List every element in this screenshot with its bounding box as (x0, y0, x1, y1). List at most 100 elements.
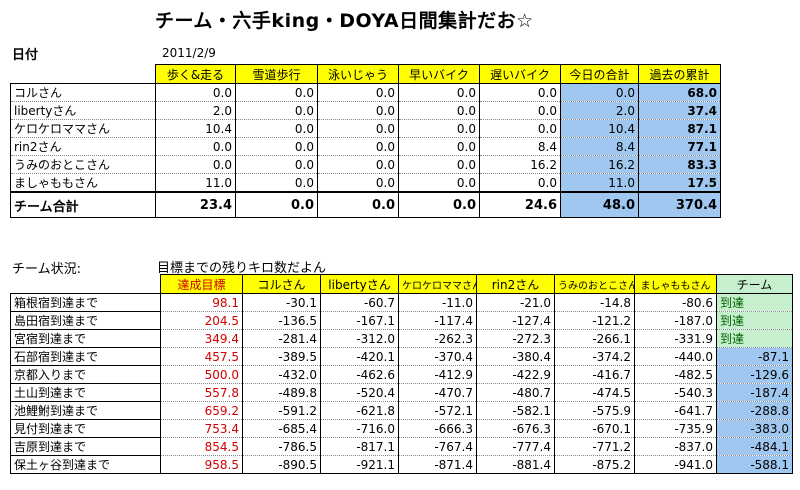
remaining-value: -591.2 (242, 401, 321, 420)
column-header: rin2さん (476, 274, 555, 294)
distance-value: 0.0 (155, 83, 236, 102)
remaining-value: -474.5 (554, 383, 635, 402)
distance-value: 8.4 (479, 137, 561, 156)
table-row: ケロケロママさん 10.4 0.0 0.0 0.0 0.0 10.4 87.1 (10, 119, 721, 138)
distance-value: 0.0 (479, 101, 561, 120)
total-row: チーム合計 23.4 0.0 0.0 0.0 24.6 48.0 370.4 (10, 191, 721, 218)
remaining-value: -462.6 (320, 365, 399, 384)
remaining-value: -777.4 (476, 437, 555, 456)
member-name: コルさん (10, 83, 156, 102)
total-label: チーム合計 (10, 191, 156, 218)
distance-value: 16.2 (560, 155, 639, 174)
distance-value: 17.5 (638, 173, 721, 193)
distance-value: 0.0 (235, 119, 318, 138)
team-status: -187.4 (716, 383, 793, 402)
distance-value: 0.0 (235, 137, 318, 156)
remaining-value: -80.6 (634, 293, 717, 312)
distance-value: 0.0 (235, 83, 318, 102)
milestone-name: 石部宿到達まで (10, 347, 161, 366)
remaining-value: -117.4 (398, 311, 477, 330)
remaining-value: -641.7 (634, 401, 717, 420)
column-header: 遅いバイク (479, 64, 561, 84)
column-header: 達成目標 (160, 274, 243, 294)
remaining-value: -21.0 (476, 293, 555, 312)
remaining-value: -380.4 (476, 347, 555, 366)
milestone-name: 京都入りまで (10, 365, 161, 384)
member-name: rin2さん (10, 137, 156, 156)
distance-value: 11.0 (560, 173, 639, 193)
remaining-value: -685.4 (242, 419, 321, 438)
column-header: 今日の合計 (560, 64, 639, 84)
remaining-value: -875.2 (554, 455, 635, 474)
distance-value: 87.1 (638, 119, 721, 138)
milestone-name: 土山到達まで (10, 383, 161, 402)
total-value: 0.0 (317, 191, 399, 218)
milestone-name: 見付到達まで (10, 419, 161, 438)
table-row: 吉原到達まで 854.5 -786.5 -817.1 -767.4 -777.4 -771.… (10, 437, 793, 456)
remaining-value: -767.4 (398, 437, 477, 456)
remaining-value: -331.9 (634, 329, 717, 348)
remaining-value: -127.4 (476, 311, 555, 330)
distance-value: 0.0 (235, 173, 318, 193)
remaining-value: -136.5 (242, 311, 321, 330)
distance-value: 8.4 (560, 137, 639, 156)
team-status: 到達 (716, 311, 793, 330)
corner-cell (10, 274, 161, 294)
distance-value: 0.0 (155, 155, 236, 174)
table-row: うみのおとこさん 0.0 0.0 0.0 0.0 16.2 16.2 83.3 (10, 155, 721, 174)
target-distance: 349.4 (160, 329, 243, 348)
distance-value: 16.2 (479, 155, 561, 174)
remaining-value: -572.1 (398, 401, 477, 420)
remaining-value: -921.1 (320, 455, 399, 474)
distance-value: 0.0 (317, 83, 399, 102)
table-row: ましゃももさん 11.0 0.0 0.0 0.0 0.0 11.0 17.5 (10, 173, 721, 193)
column-header: チーム (716, 274, 793, 294)
column-header: コルさん (242, 274, 321, 294)
target-distance: 854.5 (160, 437, 243, 456)
distance-value: 0.0 (398, 137, 480, 156)
remaining-value: -582.1 (476, 401, 555, 420)
target-distance: 958.5 (160, 455, 243, 474)
remaining-value: -440.0 (634, 347, 717, 366)
total-value: 23.4 (155, 191, 236, 218)
remaining-distance-table: 達成目標 コルさん libertyさん ケロケロママさん rin2さん うみのおとこさんま… (10, 274, 793, 474)
remaining-value: -389.5 (242, 347, 321, 366)
remaining-value: -312.0 (320, 329, 399, 348)
team-status: -288.8 (716, 401, 793, 420)
total-value: 48.0 (560, 191, 639, 218)
team-status: -129.6 (716, 365, 793, 384)
target-distance: 500.0 (160, 365, 243, 384)
distance-value: 0.0 (398, 155, 480, 174)
distance-value: 10.4 (155, 119, 236, 138)
distance-value: 10.4 (560, 119, 639, 138)
table-row: 石部宿到達まで 457.5 -389.5 -420.1 -370.4 -380.4 -374… (10, 347, 793, 366)
remaining-value: -262.3 (398, 329, 477, 348)
table-row: libertyさん 2.0 0.0 0.0 0.0 0.0 2.0 37.4 (10, 101, 721, 120)
milestone-name: 吉原到達まで (10, 437, 161, 456)
remaining-value: -676.3 (476, 419, 555, 438)
table-row: 保土ヶ谷到達まで 958.5 -890.5 -921.1 -871.4 -881.4 -87… (10, 455, 793, 474)
remaining-value: -941.0 (634, 455, 717, 474)
status-label: チーム状況: (12, 262, 81, 277)
remaining-value: -871.4 (398, 455, 477, 474)
column-header: ケロケロママさん (398, 274, 477, 294)
distance-value: 0.0 (317, 137, 399, 156)
column-header: 歩く&走る (155, 64, 236, 84)
distance-value: 0.0 (235, 155, 318, 174)
distance-value: 0.0 (235, 101, 318, 120)
remaining-value: -14.8 (554, 293, 635, 312)
distance-value: 0.0 (398, 101, 480, 120)
total-value: 24.6 (479, 191, 561, 218)
remaining-value: -470.7 (398, 383, 477, 402)
team-status: 到達 (716, 293, 793, 312)
remaining-value: -370.4 (398, 347, 477, 366)
table-row: 箱根宿到達まで 98.1 -30.1 -60.7 -11.0 -21.0 -14.8 -80.… (10, 293, 793, 312)
daily-summary-table: 歩く&走る 雪道歩行 泳いじゃう 早いバイク 遅いバイク 今日の合計 過去の累計 コルさん 0… (10, 64, 721, 218)
distance-value: 11.0 (155, 173, 236, 193)
column-header: 早いバイク (398, 64, 480, 84)
distance-value: 0.0 (398, 119, 480, 138)
distance-value: 0.0 (317, 155, 399, 174)
remaining-value: -621.8 (320, 401, 399, 420)
remaining-value: -167.1 (320, 311, 399, 330)
table-row: 宮宿到達まで 349.4 -281.4 -312.0 -262.3 -272.3 -266.… (10, 329, 793, 348)
